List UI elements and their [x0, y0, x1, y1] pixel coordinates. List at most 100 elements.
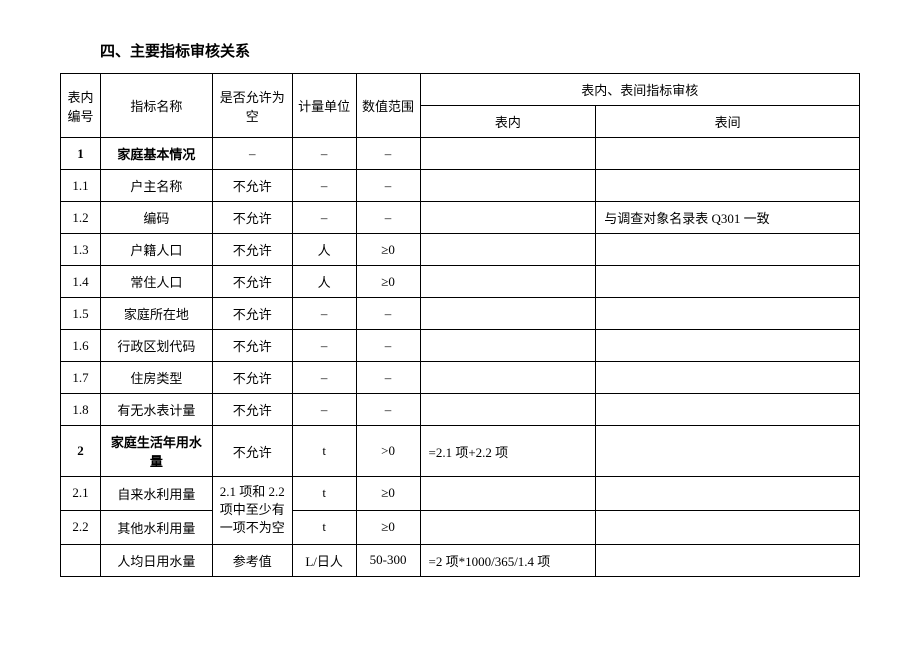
cell-inter [596, 266, 860, 298]
cell-range: – [356, 394, 420, 426]
table-row: 1.4常住人口不允许人≥0 [61, 266, 860, 298]
header-row-1: 表内编号 指标名称 是否允许为空 计量单位 数值范围 表内、表间指标审核 [61, 74, 860, 106]
header-id: 表内编号 [61, 74, 101, 138]
cell-inter [596, 426, 860, 477]
cell-inter [596, 298, 860, 330]
cell-inter [596, 330, 860, 362]
cell-range: 50-300 [356, 544, 420, 576]
cell-inner [420, 266, 596, 298]
cell-unit: t [292, 510, 356, 544]
cell-inter [596, 138, 860, 170]
cell-id: 2.1 [61, 477, 101, 511]
table-row: 1.3户籍人口不允许人≥0 [61, 234, 860, 266]
table-row: 1.1户主名称不允许–– [61, 170, 860, 202]
table-row: 1.6行政区划代码不允许–– [61, 330, 860, 362]
cell-range: ≥0 [356, 266, 420, 298]
cell-id: 1.8 [61, 394, 101, 426]
cell-id: 1.6 [61, 330, 101, 362]
cell-allow: 不允许 [212, 426, 292, 477]
cell-id: 1.5 [61, 298, 101, 330]
cell-inner [420, 138, 596, 170]
cell-id: 1.2 [61, 202, 101, 234]
cell-range: – [356, 362, 420, 394]
cell-inner [420, 394, 596, 426]
cell-range: – [356, 170, 420, 202]
cell-range: ≥0 [356, 510, 420, 544]
cell-unit: – [292, 202, 356, 234]
cell-id: 1.1 [61, 170, 101, 202]
cell-unit: – [292, 138, 356, 170]
table-row: 1.8有无水表计量不允许–– [61, 394, 860, 426]
cell-allow: – [212, 138, 292, 170]
cell-name: 其他水利用量 [100, 510, 212, 544]
cell-name: 住房类型 [100, 362, 212, 394]
cell-id: 2.2 [61, 510, 101, 544]
cell-unit: L/日人 [292, 544, 356, 576]
cell-unit: – [292, 298, 356, 330]
cell-inner [420, 202, 596, 234]
table-row: 1.7住房类型不允许–– [61, 362, 860, 394]
cell-allow: 不允许 [212, 202, 292, 234]
cell-allow: 不允许 [212, 394, 292, 426]
cell-id: 1.3 [61, 234, 101, 266]
cell-range: >0 [356, 426, 420, 477]
cell-inner [420, 298, 596, 330]
cell-name: 编码 [100, 202, 212, 234]
cell-inter [596, 362, 860, 394]
cell-inter [596, 544, 860, 576]
cell-id: 1.7 [61, 362, 101, 394]
cell-unit: t [292, 426, 356, 477]
cell-inner [420, 510, 596, 544]
cell-unit: 人 [292, 266, 356, 298]
cell-inter [596, 170, 860, 202]
table-row: 2.2其他水利用量 t≥0 [61, 510, 860, 544]
cell-name: 有无水表计量 [100, 394, 212, 426]
section-title: 四、主要指标审核关系 [100, 40, 860, 61]
cell-id: 1 [61, 138, 101, 170]
cell-unit: – [292, 170, 356, 202]
cell-name: 户主名称 [100, 170, 212, 202]
cell-allow: 不允许 [212, 170, 292, 202]
cell-range: – [356, 138, 420, 170]
cell-name: 家庭生活年用水量 [100, 426, 212, 477]
cell-inner [420, 170, 596, 202]
table-row: 1.2编码不允许––与调查对象名录表 Q301 一致 [61, 202, 860, 234]
header-unit: 计量单位 [292, 74, 356, 138]
cell-inner: =2.1 项+2.2 项 [420, 426, 596, 477]
cell-inner [420, 477, 596, 511]
cell-allow: 不允许 [212, 266, 292, 298]
cell-range: – [356, 298, 420, 330]
cell-name: 人均日用水量 [100, 544, 212, 576]
cell-name: 户籍人口 [100, 234, 212, 266]
table-row: 2.1自来水利用量2.1 项和 2.2 项中至少有一项不为空t≥0 [61, 477, 860, 511]
cell-range: ≥0 [356, 234, 420, 266]
cell-inter [596, 510, 860, 544]
cell-allow: 参考值 [212, 544, 292, 576]
header-inner: 表内 [420, 106, 596, 138]
cell-allow: 不允许 [212, 234, 292, 266]
cell-unit: – [292, 330, 356, 362]
header-allow: 是否允许为空 [212, 74, 292, 138]
cell-inter [596, 394, 860, 426]
cell-unit: – [292, 394, 356, 426]
cell-inner [420, 362, 596, 394]
table-row: 人均日用水量参考值L/日人50-300=2 项*1000/365/1.4 项 [61, 544, 860, 576]
cell-inter [596, 477, 860, 511]
cell-inner [420, 330, 596, 362]
cell-name: 家庭所在地 [100, 298, 212, 330]
cell-range: – [356, 330, 420, 362]
audit-table: 表内编号 指标名称 是否允许为空 计量单位 数值范围 表内、表间指标审核 表内 … [60, 73, 860, 577]
cell-id [61, 544, 101, 576]
cell-unit: 人 [292, 234, 356, 266]
table-row: 1家庭基本情况––– [61, 138, 860, 170]
cell-name: 常住人口 [100, 266, 212, 298]
cell-inner: =2 项*1000/365/1.4 项 [420, 544, 596, 576]
cell-allow: 不允许 [212, 298, 292, 330]
cell-id: 2 [61, 426, 101, 477]
cell-range: ≥0 [356, 477, 420, 511]
table-row: 1.5家庭所在地不允许–– [61, 298, 860, 330]
cell-allow: 不允许 [212, 330, 292, 362]
cell-id: 1.4 [61, 266, 101, 298]
cell-allow: 2.1 项和 2.2 项中至少有一项不为空 [212, 477, 292, 545]
cell-inter [596, 234, 860, 266]
